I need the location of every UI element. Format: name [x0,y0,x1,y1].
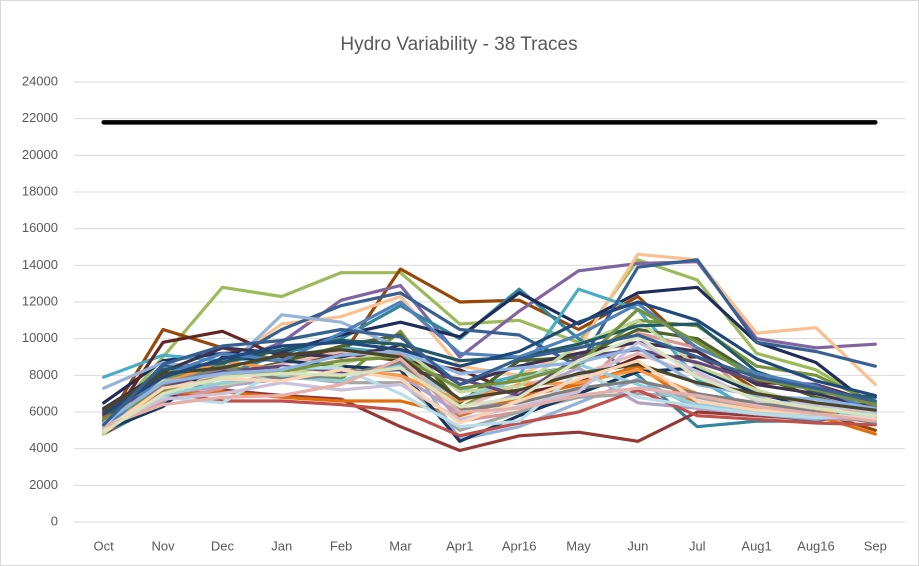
y-tick-label: 8000 [29,367,58,382]
y-tick-label: 2000 [29,477,58,492]
y-tick-label: 18000 [22,183,58,198]
x-tick-label: Apr1 [446,538,473,553]
x-tick-label: Mar [389,538,412,553]
y-tick-label: 4000 [29,440,58,455]
trace-line [102,300,877,432]
trace-line [102,360,877,434]
trace-line [102,300,877,416]
trace-line [102,359,877,432]
y-tick-label: 14000 [22,257,58,272]
trace-line [102,335,877,434]
x-tick-label: Oct [94,538,115,553]
x-tick-label: Feb [330,538,352,553]
y-tick-label: 10000 [22,330,58,345]
x-tick-label: Nov [151,538,175,553]
chart-title: Hydro Variability - 38 Traces [340,34,577,55]
x-tick-label: Aug16 [797,538,835,553]
y-tick-label: 12000 [22,293,58,308]
trace-line [102,357,877,429]
x-tick-label: Apr16 [502,538,537,553]
y-tick-label: 16000 [22,220,58,235]
trace-line [102,388,877,438]
x-tick-label: Aug1 [741,538,771,553]
y-tick-label: 24000 [22,73,58,88]
trace-line [102,362,877,431]
x-tick-label: Dec [211,538,235,553]
y-tick-label: 22000 [22,110,58,125]
x-tick-label: Jan [271,538,292,553]
trace-line [102,327,877,427]
x-tick-label: Jun [627,538,648,553]
x-tick-label: Sep [864,538,887,553]
x-tick-label: May [566,538,591,553]
y-tick-label: 0 [51,513,58,528]
x-tick-label: Jul [689,538,706,553]
trace-line [102,348,877,412]
trace-line [102,258,877,429]
y-tick-label: 6000 [29,403,58,418]
y-tick-label: 20000 [22,147,58,162]
